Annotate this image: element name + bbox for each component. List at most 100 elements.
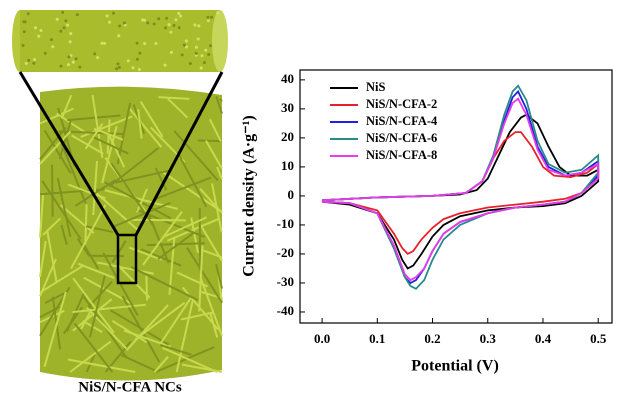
texture <box>167 23 171 27</box>
texture <box>169 50 173 54</box>
x-tick-label: 0.0 <box>314 331 330 346</box>
fiber <box>73 322 114 373</box>
fiber <box>96 261 155 275</box>
fiber <box>86 306 127 350</box>
legend-label: NiS/N-CFA-6 <box>366 131 437 145</box>
fiber <box>101 126 118 184</box>
texture <box>204 48 208 52</box>
fiber <box>108 147 160 188</box>
texture <box>75 13 79 17</box>
y-tick-label: -40 <box>277 303 294 318</box>
texture <box>117 65 121 69</box>
fiber <box>123 329 172 348</box>
texture <box>26 12 30 16</box>
y-axis-label: Current density (A·g⁻¹) <box>241 115 258 276</box>
x-tick-label: 0.5 <box>590 331 607 346</box>
texture <box>182 43 186 47</box>
texture <box>37 34 41 38</box>
fiber <box>129 108 163 148</box>
texture <box>66 23 70 27</box>
fiber <box>60 94 73 119</box>
texture <box>174 18 178 22</box>
texture <box>93 52 97 56</box>
fiber <box>186 247 223 304</box>
texture <box>200 54 204 58</box>
fiber <box>199 188 223 214</box>
fiber <box>215 96 223 114</box>
texture <box>202 61 206 65</box>
fiber <box>219 98 223 102</box>
texture <box>199 66 203 70</box>
cv-curve <box>322 113 600 270</box>
y-tick-label: 40 <box>281 71 294 86</box>
texture <box>55 17 59 21</box>
fiber <box>216 166 223 180</box>
texture <box>33 26 37 30</box>
fiber <box>130 266 199 302</box>
fiber <box>162 346 218 373</box>
texture <box>27 58 31 62</box>
fiber <box>91 94 104 158</box>
texture <box>193 23 197 27</box>
texture <box>116 62 120 66</box>
fiber <box>84 204 88 245</box>
fiber <box>159 344 192 356</box>
texture <box>62 26 66 30</box>
texture <box>33 58 37 62</box>
texture <box>188 62 192 66</box>
fiber <box>115 168 173 184</box>
texture <box>69 32 73 36</box>
fiber <box>155 346 215 373</box>
fiber <box>84 122 104 150</box>
fiber <box>41 180 82 240</box>
texture <box>126 59 130 63</box>
fiber <box>161 170 223 213</box>
fiber <box>72 298 113 332</box>
illustration <box>12 10 228 381</box>
texture <box>117 34 121 38</box>
texture <box>137 68 141 72</box>
fiber <box>85 225 114 234</box>
fiber <box>200 248 223 259</box>
texture <box>194 45 198 49</box>
fiber <box>60 224 68 246</box>
texture <box>207 53 211 57</box>
fiber <box>56 112 90 136</box>
fiber <box>120 354 159 373</box>
texture <box>179 14 183 18</box>
caption: NiS/N-CFA NCs <box>78 379 182 395</box>
fiber <box>198 245 204 312</box>
texture <box>206 15 210 19</box>
fiber <box>42 217 62 236</box>
texture <box>39 28 43 32</box>
fiber <box>116 102 132 165</box>
y-tick-label: -30 <box>277 274 294 289</box>
texture <box>96 56 100 60</box>
fiber <box>215 264 223 289</box>
cv-curve <box>322 89 600 285</box>
fiber <box>175 299 194 373</box>
fiber <box>167 97 189 119</box>
fiber <box>159 297 192 346</box>
fiber <box>39 130 72 165</box>
texture <box>164 26 168 30</box>
texture <box>154 42 158 46</box>
texture <box>184 39 188 43</box>
x-tick-label: 0.3 <box>480 331 497 346</box>
x-tick-label: 0.1 <box>369 331 385 346</box>
fiber <box>108 135 126 168</box>
fiber <box>180 311 215 321</box>
texture <box>138 51 142 55</box>
texture <box>163 63 167 67</box>
fiber <box>135 188 148 213</box>
texture <box>157 17 161 21</box>
texture <box>177 26 181 30</box>
texture <box>143 42 147 46</box>
fiber <box>69 340 112 373</box>
fiber <box>39 306 61 319</box>
fiber <box>72 277 115 334</box>
zoom-line <box>18 71 120 236</box>
texture <box>210 15 214 19</box>
texture <box>78 65 82 69</box>
texture <box>135 41 139 45</box>
